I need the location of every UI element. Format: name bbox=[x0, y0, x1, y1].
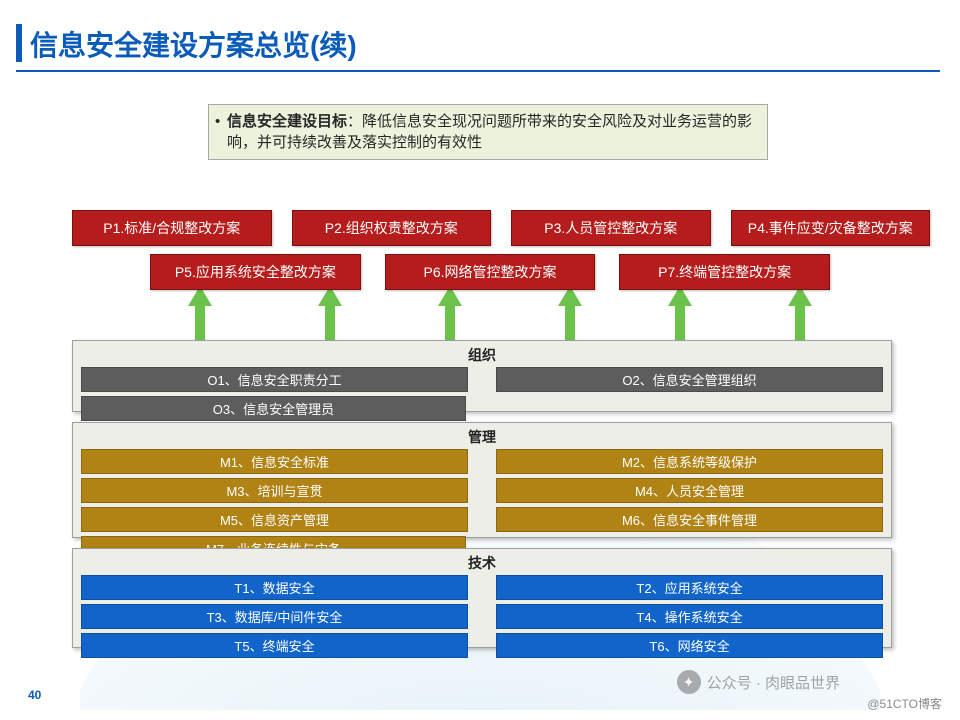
title-underline bbox=[16, 70, 940, 72]
wechat-icon: ✦ bbox=[677, 670, 701, 694]
tech-chip-1: T1、数据安全 bbox=[81, 575, 468, 600]
footer-right: @51CTO博客 bbox=[867, 695, 942, 712]
p2-box: P2.组织权责整改方案 bbox=[292, 210, 492, 246]
p6-box: P6.网络管控整改方案 bbox=[385, 254, 596, 290]
title-accent bbox=[16, 24, 22, 62]
page-number: 40 bbox=[28, 688, 41, 702]
mgmt-chip-5: M5、信息资产管理 bbox=[81, 507, 468, 532]
mgmt-chip-3: M3、培训与宣贯 bbox=[81, 478, 468, 503]
section-tech: 技术 T1、数据安全 T2、应用系统安全 T3、数据库/中间件安全 T4、操作系… bbox=[72, 548, 892, 648]
p4-box: P4.事件应变/灾备整改方案 bbox=[731, 210, 931, 246]
section-mgmt: 管理 M1、信息安全标准 M2、信息系统等级保护 M3、培训与宣贯 M4、人员安… bbox=[72, 422, 892, 538]
wechat-text: 公众号 · 肉眼品世界 bbox=[707, 672, 840, 693]
section-org-title: 组织 bbox=[81, 343, 883, 367]
mgmt-chip-1: M1、信息安全标准 bbox=[81, 449, 468, 474]
section-tech-title: 技术 bbox=[81, 551, 883, 575]
org-chip-3: O3、信息安全管理员 bbox=[81, 396, 466, 421]
p1-box: P1.标准/合规整改方案 bbox=[72, 210, 272, 246]
bullet-icon: • bbox=[215, 111, 220, 132]
goal-label: 信息安全建设目标 bbox=[227, 113, 347, 130]
p3-box: P3.人员管控整改方案 bbox=[511, 210, 711, 246]
tech-chip-4: T4、操作系统安全 bbox=[496, 604, 883, 629]
section-mgmt-title: 管理 bbox=[81, 425, 883, 449]
tech-chip-3: T3、数据库/中间件安全 bbox=[81, 604, 468, 629]
mgmt-chip-2: M2、信息系统等级保护 bbox=[496, 449, 883, 474]
section-org: 组织 O1、信息安全职责分工 O2、信息安全管理组织 O3、信息安全管理员 bbox=[72, 340, 892, 412]
p7-box: P7.终端管控整改方案 bbox=[619, 254, 830, 290]
mgmt-chip-6: M6、信息安全事件管理 bbox=[496, 507, 883, 532]
p5-box: P5.应用系统安全整改方案 bbox=[150, 254, 361, 290]
p-row-2: P5.应用系统安全整改方案 P6.网络管控整改方案 P7.终端管控整改方案 bbox=[150, 254, 830, 290]
wechat-watermark: ✦ 公众号 · 肉眼品世界 bbox=[677, 670, 840, 694]
org-chip-2: O2、信息安全管理组织 bbox=[496, 367, 883, 392]
p-row-1: P1.标准/合规整改方案 P2.组织权责整改方案 P3.人员管控整改方案 P4.… bbox=[72, 210, 930, 246]
page-title: 信息安全建设方案总览(续) bbox=[30, 24, 357, 64]
tech-chip-5: T5、终端安全 bbox=[81, 633, 468, 658]
tech-chip-6: T6、网络安全 bbox=[496, 633, 883, 658]
mgmt-chip-4: M4、人员安全管理 bbox=[496, 478, 883, 503]
tech-chip-2: T2、应用系统安全 bbox=[496, 575, 883, 600]
org-chip-1: O1、信息安全职责分工 bbox=[81, 367, 468, 392]
goal-box: • 信息安全建设目标：降低信息安全现况问题所带来的安全风险及对业务运营的影响，并… bbox=[208, 104, 768, 160]
